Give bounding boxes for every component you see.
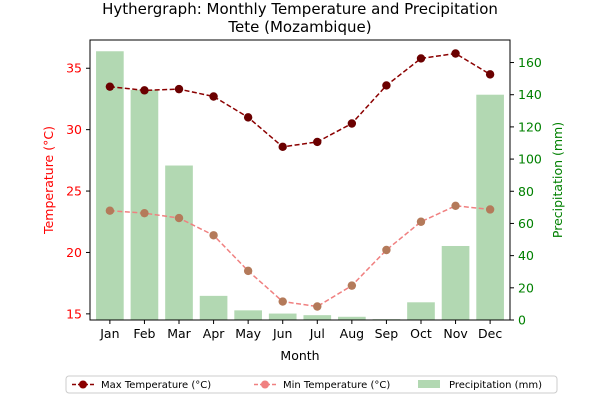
x-tick-label: Oct	[410, 326, 432, 341]
precip-bar-feb	[130, 89, 159, 320]
y-right-tick-label: 40	[518, 248, 534, 263]
y-left-tick-label: 30	[66, 122, 82, 137]
precipitation-bars	[96, 51, 504, 320]
max-temp-line	[109, 52, 491, 148]
legend-max-marker	[79, 380, 87, 389]
y-right-tick-label: 80	[518, 184, 534, 199]
min-temp-point-jan	[105, 206, 115, 215]
precip-bar-jan	[96, 51, 124, 320]
temperature-lines	[105, 49, 495, 311]
legend-item-precip: Precipitation (mm)	[418, 380, 542, 391]
chart-title: Hythergraph: Monthly Temperature and Pre…	[102, 0, 498, 18]
x-tick-label: Mar	[167, 326, 191, 341]
y-right-tick-label: 120	[518, 119, 542, 134]
min-temp-point-feb	[140, 208, 149, 218]
plot-frame	[89, 39, 511, 321]
y-right-tick-label: 100	[518, 152, 542, 167]
y-axis-left: 15 20 25 30 35	[66, 61, 90, 321]
y-axis-left-label: Temperature (°C)	[41, 126, 56, 235]
min-temp-point-sep	[382, 245, 391, 255]
precip-bar-jul	[303, 315, 332, 320]
precip-bar-jun	[268, 313, 297, 320]
precip-bar-aug	[338, 316, 366, 320]
y-left-tick-label: 15	[66, 306, 82, 321]
y-axis-right-label: Precipitation (mm)	[550, 122, 565, 238]
y-right-tick-label: 20	[518, 280, 534, 295]
legend: Max Temperature (°C) Min Temperature (°C…	[65, 375, 558, 394]
max-temp-point-may	[243, 113, 253, 122]
precip-bar-apr	[199, 295, 228, 320]
y-axis-right: 0 20 40 60 80 100 120 140 160	[510, 55, 542, 328]
legend-precip-label: Precipitation (mm)	[449, 380, 542, 391]
min-temp-point-apr	[209, 231, 218, 240]
legend-item-max: Max Temperature (°C)	[72, 380, 211, 391]
x-tick-label: Jan	[99, 326, 119, 341]
legend-item-min: Min Temperature (°C)	[254, 380, 390, 391]
precip-bar-may	[234, 310, 262, 320]
x-tick-label: Feb	[133, 326, 155, 341]
y-left-tick-label: 35	[66, 61, 82, 76]
max-temp-point-jun	[278, 142, 287, 152]
min-temp-point-aug	[347, 281, 357, 290]
max-temp-point-oct	[416, 54, 426, 63]
max-temp-point-dec	[485, 70, 495, 79]
max-temp-point-jan	[105, 82, 115, 91]
max-temp-point-feb	[140, 86, 149, 95]
x-tick-label: Aug	[340, 326, 364, 341]
y-right-tick-label: 0	[518, 313, 526, 328]
x-tick-label: Sep	[375, 326, 399, 341]
max-temp-point-sep	[382, 81, 391, 90]
min-temp-line	[109, 205, 491, 308]
x-axis: Jan Feb Mar Apr May Jun Jul Aug Sep Oct Nov Dec	[99, 320, 502, 341]
min-temp-point-may	[243, 266, 253, 276]
legend-precip-swatch	[418, 380, 440, 388]
x-axis-label: Month	[280, 348, 319, 363]
max-temp-point-mar	[174, 84, 184, 94]
precip-bar-oct	[407, 302, 435, 320]
x-tick-label: Dec	[478, 326, 502, 341]
x-tick-label: Jun	[272, 326, 293, 341]
x-tick-label: May	[235, 326, 261, 341]
min-temp-point-nov	[451, 201, 460, 210]
x-tick-label: Jul	[309, 326, 325, 341]
max-temp-point-aug	[347, 119, 357, 128]
x-tick-label: Apr	[203, 326, 225, 341]
legend-max-label: Max Temperature (°C)	[101, 380, 211, 391]
min-temp-point-jul	[313, 302, 322, 311]
y-left-tick-label: 25	[66, 184, 82, 199]
y-right-tick-label: 160	[518, 55, 542, 70]
precip-bar-mar	[165, 165, 193, 320]
max-temp-point-jul	[313, 137, 322, 147]
min-temp-point-mar	[174, 213, 184, 223]
legend-min-label: Min Temperature (°C)	[283, 380, 390, 391]
precip-bar-nov	[441, 245, 470, 320]
min-temp-point-dec	[485, 205, 495, 214]
y-right-tick-label: 60	[518, 216, 534, 231]
max-temp-point-apr	[209, 92, 218, 101]
chart-subtitle: Tete (Mozambique)	[227, 18, 371, 36]
legend-min-marker	[261, 380, 269, 389]
min-temp-point-oct	[416, 217, 426, 226]
y-right-tick-label: 140	[518, 87, 542, 102]
x-tick-label: Nov	[443, 326, 468, 341]
max-temp-point-nov	[451, 49, 460, 58]
y-left-tick-label: 20	[66, 245, 82, 260]
min-temp-point-jun	[278, 297, 287, 306]
